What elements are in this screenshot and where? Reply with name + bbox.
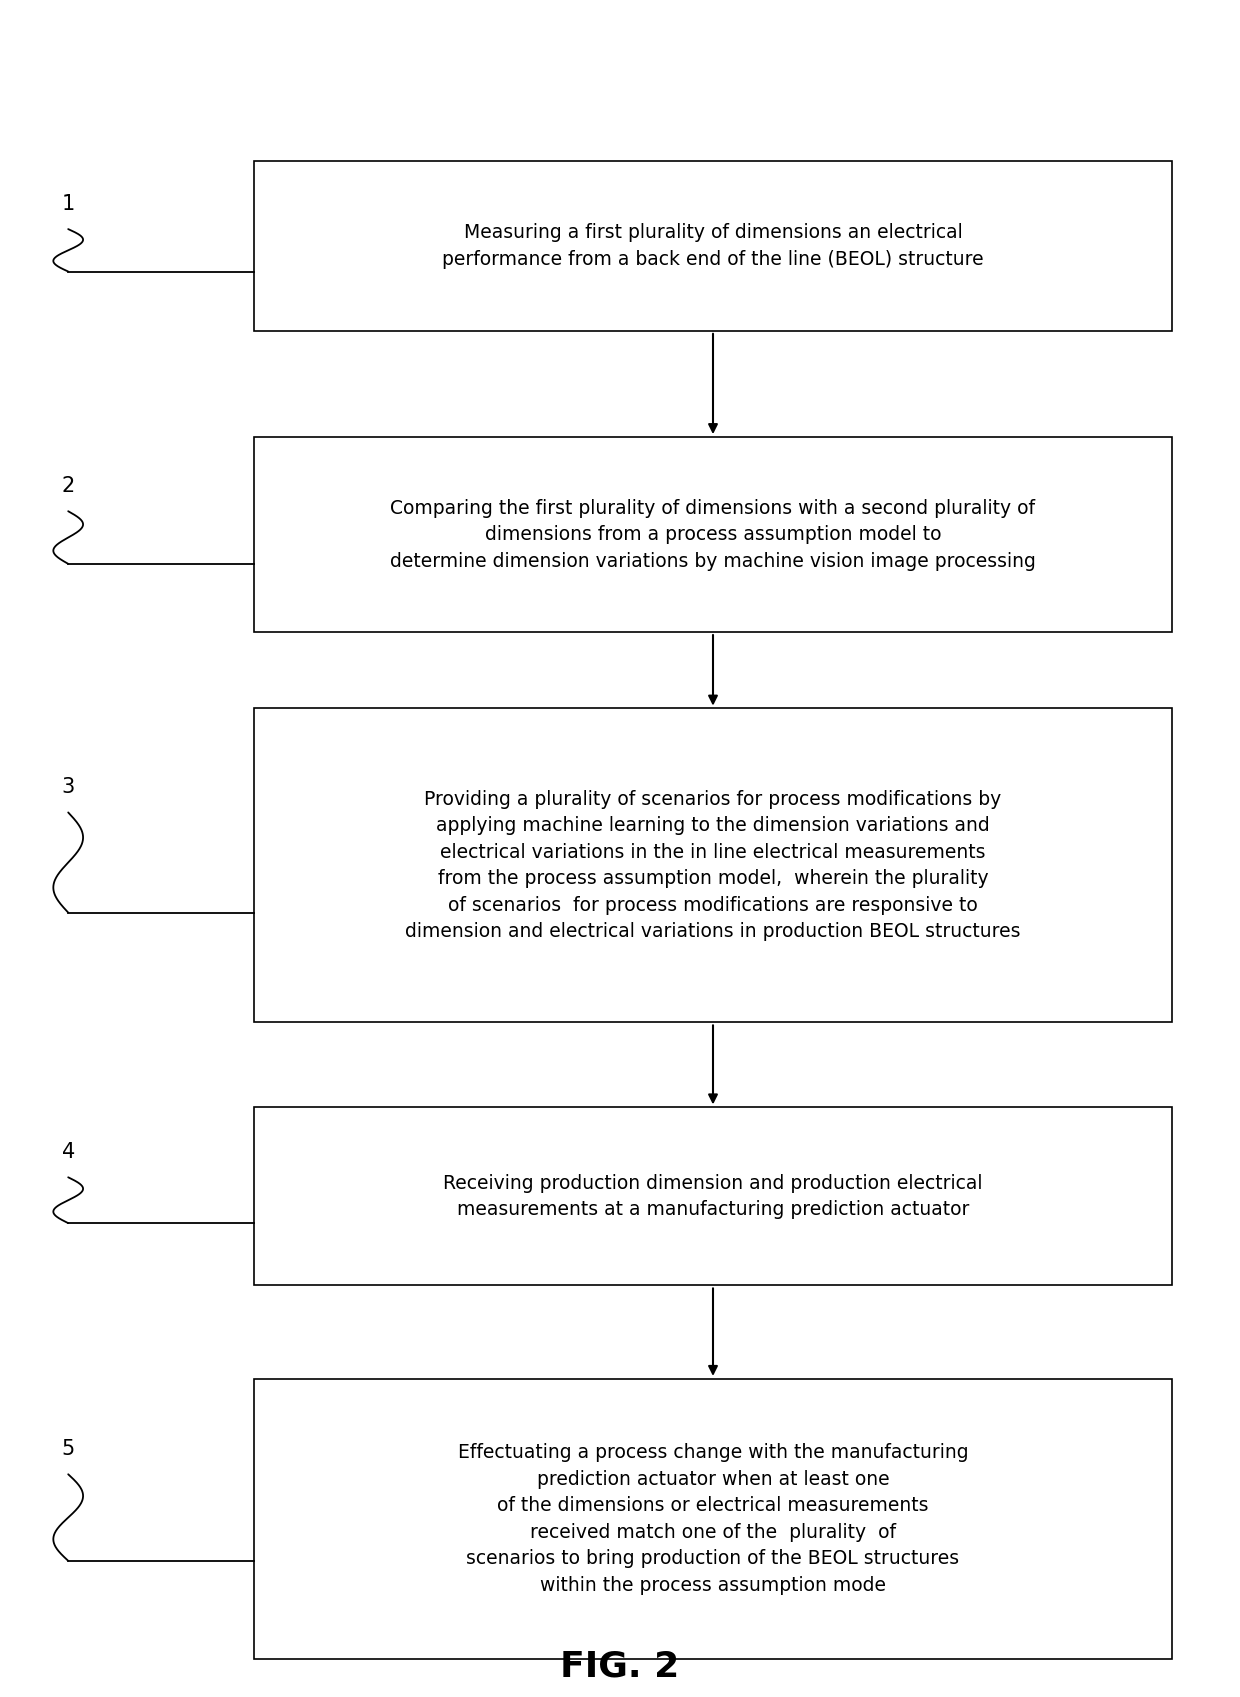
Text: 1: 1 (62, 193, 74, 214)
FancyBboxPatch shape (254, 161, 1172, 331)
FancyBboxPatch shape (254, 436, 1172, 631)
Text: Providing a plurality of scenarios for process modifications by
applying machine: Providing a plurality of scenarios for p… (405, 789, 1021, 942)
Text: Effectuating a process change with the manufacturing
prediction actuator when at: Effectuating a process change with the m… (458, 1442, 968, 1595)
FancyBboxPatch shape (254, 1108, 1172, 1286)
Text: 2: 2 (62, 475, 74, 496)
Text: 4: 4 (62, 1142, 74, 1162)
FancyBboxPatch shape (254, 709, 1172, 1022)
Text: 5: 5 (62, 1439, 74, 1459)
Text: Comparing the first plurality of dimensions with a second plurality of
dimension: Comparing the first plurality of dimensi… (391, 499, 1035, 570)
Text: 3: 3 (62, 777, 74, 798)
Text: Measuring a first plurality of dimensions an electrical
performance from a back : Measuring a first plurality of dimension… (443, 224, 983, 268)
FancyBboxPatch shape (254, 1378, 1172, 1660)
Text: FIG. 2: FIG. 2 (560, 1649, 680, 1683)
Text: Receiving production dimension and production electrical
measurements at a manuf: Receiving production dimension and produ… (443, 1174, 983, 1218)
